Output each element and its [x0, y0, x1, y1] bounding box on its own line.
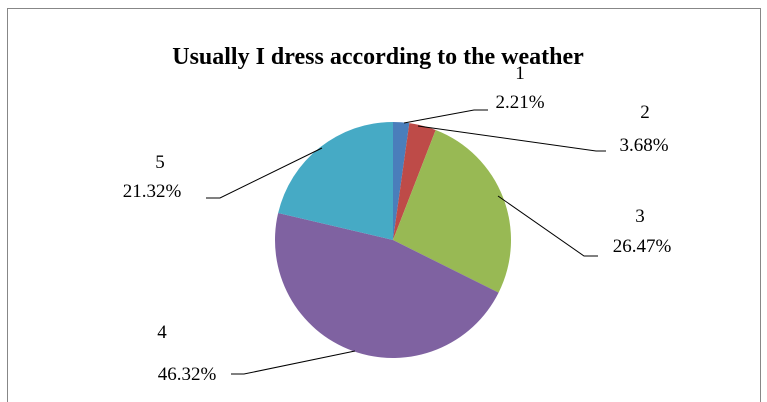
slice-category-label-2: 2 — [640, 102, 650, 123]
slice-category-label-4: 4 — [157, 322, 167, 343]
pie-slice-3 — [393, 129, 512, 293]
leader-line-3 — [497, 195, 598, 257]
slice-value-label-2: 3.68% — [619, 135, 668, 156]
pie-slice-2 — [393, 123, 436, 240]
slice-value-label-1: 2.21% — [495, 92, 544, 113]
leader-line-1 — [403, 109, 488, 124]
slice-value-label-3: 26.47% — [613, 236, 672, 257]
pie-slice-4 — [274, 212, 499, 359]
leader-line-5 — [206, 147, 323, 199]
slice-value-label-5: 21.32% — [123, 181, 182, 202]
pie-slice-5 — [278, 122, 393, 240]
slice-category-label-5: 5 — [155, 152, 165, 173]
leader-line-2 — [417, 125, 606, 152]
slice-value-label-4: 46.32% — [158, 364, 217, 385]
chart-title: Usually I dress according to the weather — [172, 44, 584, 70]
pie-slice-1 — [393, 122, 410, 240]
leader-line-4 — [231, 350, 356, 375]
slice-category-label-3: 3 — [635, 206, 645, 227]
slice-category-label-1: 1 — [515, 63, 525, 84]
